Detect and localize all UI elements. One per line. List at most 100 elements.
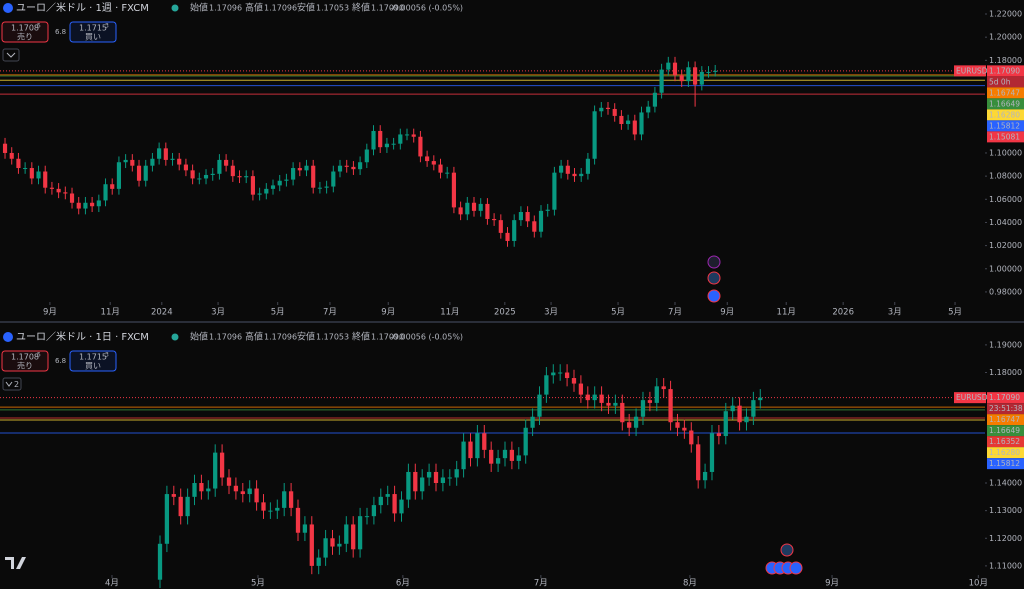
level-label-box [987,458,1024,470]
candle-body [49,187,55,189]
candle-body [178,496,183,517]
visibility-icon[interactable] [171,333,179,341]
candle-body [612,108,617,116]
level-label: 1.15812 [989,459,1020,468]
level-label: 1.16280 [989,110,1020,119]
candle-body [632,120,637,135]
sell-button[interactable] [1,350,49,372]
candle-body [530,416,535,428]
candle-body [323,538,328,558]
x-tick-label: 5月 [948,308,962,318]
candle-body [699,71,704,85]
visibility-icon[interactable] [171,4,179,12]
pane: 1.22000 1.20000 1.18000 1.10000 1.08000 1.060… [0,1,1024,318]
pane: 1.19000 1.18000 1.14000 1.13000 1.12000 1.110… [0,330,1024,589]
candle-body [564,372,570,379]
level-label-box [987,109,1024,121]
candle-body [244,176,249,178]
x-tick-label: 2026 [832,308,854,318]
candle-body [226,477,232,486]
x-tick-label: 11月 [101,308,120,318]
candle-body [337,543,342,547]
candle-body [592,111,597,159]
candle-body [646,106,651,113]
candle-body [639,112,644,135]
candle-body [206,488,211,492]
candle-body [606,402,611,406]
quote-value: 1.17096 [209,333,242,342]
candle-body [751,400,756,417]
candle-body [254,488,259,503]
candle-body [157,148,162,159]
candle-body [425,156,430,162]
candle-body [672,62,678,76]
candle-body [516,455,521,461]
candle-body [163,148,168,160]
candle-body [185,496,190,517]
sell-label: 売り [17,32,33,42]
buy-button[interactable] [69,21,117,43]
candle-body [440,477,446,484]
candle-body [391,143,396,145]
candle-body [378,130,383,148]
level-label: 1.15812 [989,121,1020,130]
event-icons [707,255,803,575]
candle-body [171,494,176,497]
candle-body [378,496,383,506]
event-icon[interactable] [707,271,721,285]
candle-body [357,516,363,550]
event-icon[interactable] [707,289,721,303]
candle-body [230,165,235,177]
candle-body [744,416,749,423]
candle-body [716,433,722,437]
candle-body [143,165,148,181]
symbol-label: EURUSD [956,393,988,402]
y-tick-label: 1.02000 [989,241,1022,250]
last-price-label-box [987,65,1024,77]
candle-body [640,400,646,417]
sell-price-sup: 5 [37,23,41,30]
level-label-box [987,87,1024,99]
spread: 6.8 [55,357,66,365]
x-tick-label: 3月 [888,308,902,318]
x-tick-label: 5月 [611,308,625,318]
collapse-button[interactable] [2,48,20,62]
candle-body [478,203,483,211]
candle-body [512,220,517,241]
candle-body [240,491,245,495]
event-icon[interactable] [707,255,721,269]
candle-body [316,557,321,566]
candle-body [288,491,294,508]
candle-body [270,185,276,189]
candle-body [471,202,477,211]
candle-body [706,71,711,73]
quote-label: 高値 [245,331,263,343]
indicator-toggle[interactable] [2,377,22,391]
candle-body [164,494,170,544]
candle-body [454,469,459,478]
candle-body [297,168,302,171]
level-label-box [987,447,1024,459]
candle-body [689,430,694,445]
candle-body [537,394,542,417]
candle-body [23,168,28,170]
candle-body [250,176,255,195]
candle-body [713,70,718,72]
candle-body [461,441,466,470]
event-icon[interactable] [789,561,803,575]
candle-body [668,389,673,423]
candle-body [661,386,666,390]
quote-label: 始値 [190,2,208,14]
y-tick-label: 1.11000 [989,561,1022,570]
candle-body [213,452,218,489]
candle-body [579,173,584,177]
candle-body [364,516,370,518]
level-label: 1.16280 [989,448,1020,457]
candle-body [103,184,108,201]
event-icon[interactable] [780,543,794,557]
candle-body [431,161,436,165]
candle-body [551,372,556,376]
sell-button[interactable] [1,21,49,43]
sell-label: 売り [17,361,33,371]
buy-button[interactable] [69,350,117,372]
